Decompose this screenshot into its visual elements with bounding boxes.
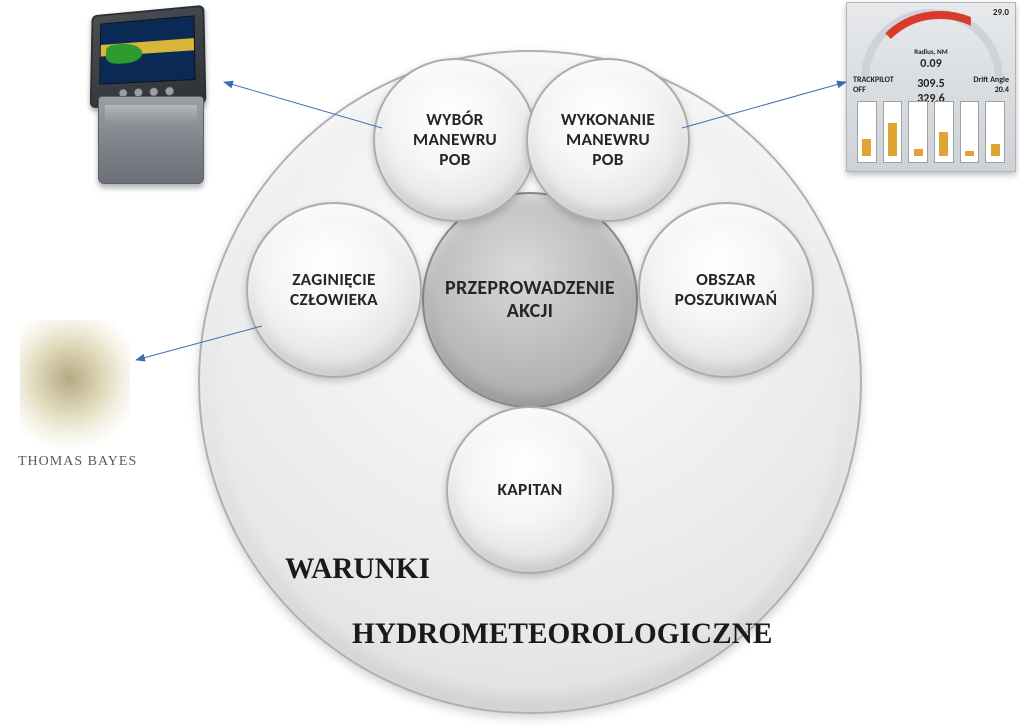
ecdis-console-image (76, 6, 226, 196)
node-wykonanie-manewru: WYKONANIE MANEWRU POB (526, 58, 690, 222)
node-label: WYBÓR MANEWRU POB (413, 110, 497, 170)
conning-radius-value: 0.09 (920, 57, 941, 71)
conning-trackpilot-value: OFF (853, 85, 866, 95)
conning-drift-value: 20.4 (995, 85, 1009, 95)
env-label-hydrometeorologiczne: HYDROMETEOROLOGICZNE (352, 618, 772, 651)
node-zaginiecie-czlowieka: ZAGINIĘCIE CZŁOWIEKA (246, 202, 422, 378)
env-label-warunki: WARUNKI (285, 553, 430, 586)
conning-display-image: 29.0 Radius, NM 0.09 309.5 329.6 TRACKPI… (846, 2, 1016, 172)
conning-bars (857, 101, 1005, 163)
conning-top-right: 29.0 (993, 7, 1009, 18)
node-label: ZAGINIĘCIE CZŁOWIEKA (290, 270, 378, 310)
node-obszar-poszukiwan: OBSZAR POSZUKIWAŃ (638, 202, 814, 378)
bayes-caption: THOMAS BAYES (18, 454, 137, 470)
conning-radius-label: Radius, NM (914, 47, 948, 56)
center-node-label: PRZEPROWADZENIE AKCJI (445, 277, 615, 323)
node-kapitan: KAPITAN (446, 406, 614, 574)
center-node-przeprowadzenie-akcji: PRZEPROWADZENIE AKCJI (422, 192, 638, 408)
bayes-portrait-image (20, 320, 130, 450)
node-wybor-manewru: WYBÓR MANEWRU POB (373, 58, 537, 222)
node-label: OBSZAR POSZUKIWAŃ (675, 270, 778, 310)
node-label: KAPITAN (497, 480, 562, 500)
node-label: WYKONANIE MANEWRU POB (561, 110, 655, 170)
conning-drift-label: Drift Angle (973, 75, 1009, 85)
conning-trackpilot-label: TRACKPILOT (853, 75, 894, 85)
